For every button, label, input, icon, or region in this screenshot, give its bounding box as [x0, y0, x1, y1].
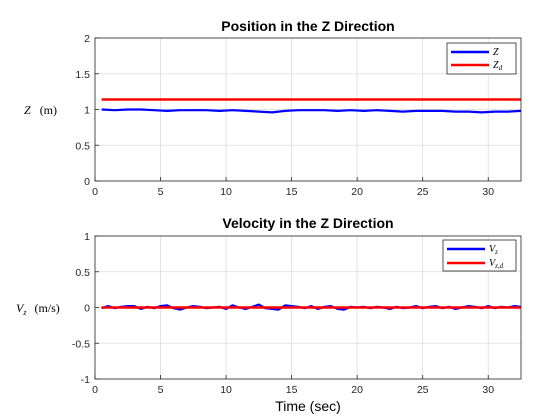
y-tick-label: 0.5	[75, 140, 90, 152]
x-tick-label: 15	[286, 186, 298, 198]
y-axis-symbol: V	[16, 301, 25, 315]
x-tick-label: 25	[417, 384, 429, 396]
velocity-chart: Velocity in the Z Direction 0 5 10 15 20 25 30…	[16, 215, 522, 414]
legend: Z Zd	[446, 42, 517, 75]
legend-label-z: Z	[493, 47, 499, 58]
x-tick-label: 10	[220, 384, 232, 396]
y-axis-symbol: Z	[24, 103, 31, 117]
legend-label-vzd: Vz,d	[489, 258, 504, 270]
series-layer	[101, 303, 522, 311]
legend: Vz Vz,d	[442, 239, 517, 272]
y-tick-label: -1	[81, 374, 90, 386]
x-tick-label: 30	[482, 186, 494, 198]
y-axis-label: Vz (m/s)	[16, 301, 60, 318]
chart-title: Velocity in the Z Direction	[222, 215, 393, 231]
y-axis-label: Z (m)	[24, 103, 57, 117]
x-tick-label: 20	[351, 186, 363, 198]
y-axis-unit: (m)	[40, 103, 57, 117]
x-tick-label: 0	[92, 384, 98, 396]
y-tick-label: 1	[84, 231, 90, 243]
x-axis-label: Time (sec)	[275, 398, 341, 414]
y-tick-label: 0.5	[75, 267, 90, 279]
tick-labels: 0 5 10 15 20 25 30 -1 -0.5 0 0.5 1	[72, 231, 494, 396]
legend-label-zd: Zd	[493, 60, 503, 72]
position-chart: Position in the Z Direction 0 5 10 15 20 25 30…	[24, 18, 522, 198]
legend-box	[446, 42, 517, 75]
y-tick-label: 2	[84, 33, 90, 45]
x-tick-label: 5	[158, 384, 164, 396]
y-tick-label: -0.5	[72, 338, 90, 350]
y-tick-label: 0	[84, 176, 90, 188]
y-axis-unit: (m/s)	[34, 301, 59, 315]
y-tick-label: 1	[84, 105, 90, 117]
x-tick-label: 25	[417, 186, 429, 198]
y-tick-label: 0	[84, 303, 90, 315]
series-layer	[101, 98, 522, 114]
x-tick-label: 10	[220, 186, 232, 198]
tick-labels: 0 5 10 15 20 25 30 0 0.5 1 1.5 2	[75, 33, 494, 198]
legend-box	[442, 239, 517, 272]
chart-title: Position in the Z Direction	[221, 18, 394, 34]
x-tick-label: 0	[92, 186, 98, 198]
y-tick-label: 1.5	[75, 69, 90, 81]
x-tick-label: 30	[482, 384, 494, 396]
x-tick-label: 20	[351, 384, 363, 396]
x-tick-label: 5	[158, 186, 164, 198]
x-tick-label: 15	[286, 384, 298, 396]
series-line-0	[101, 108, 522, 114]
legend-label-vz: Vz	[489, 244, 498, 256]
